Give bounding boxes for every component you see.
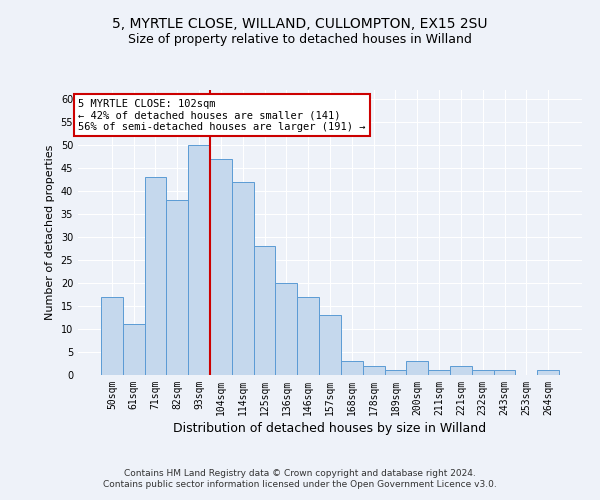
Bar <box>166 200 188 375</box>
Bar <box>210 159 232 375</box>
Bar <box>363 366 385 375</box>
Bar <box>319 315 341 375</box>
X-axis label: Distribution of detached houses by size in Willand: Distribution of detached houses by size … <box>173 422 487 435</box>
Bar <box>297 297 319 375</box>
Bar <box>406 361 428 375</box>
Bar <box>101 297 123 375</box>
Bar <box>275 283 297 375</box>
Bar <box>254 246 275 375</box>
Y-axis label: Number of detached properties: Number of detached properties <box>45 145 55 320</box>
Bar <box>494 370 515 375</box>
Bar <box>472 370 494 375</box>
Bar <box>385 370 406 375</box>
Text: Size of property relative to detached houses in Willand: Size of property relative to detached ho… <box>128 32 472 46</box>
Bar <box>428 370 450 375</box>
Bar <box>188 145 210 375</box>
Bar <box>537 370 559 375</box>
Text: Contains public sector information licensed under the Open Government Licence v3: Contains public sector information licen… <box>103 480 497 489</box>
Text: 5 MYRTLE CLOSE: 102sqm
← 42% of detached houses are smaller (141)
56% of semi-de: 5 MYRTLE CLOSE: 102sqm ← 42% of detached… <box>78 98 365 132</box>
Bar <box>145 178 166 375</box>
Text: 5, MYRTLE CLOSE, WILLAND, CULLOMPTON, EX15 2SU: 5, MYRTLE CLOSE, WILLAND, CULLOMPTON, EX… <box>112 18 488 32</box>
Bar <box>123 324 145 375</box>
Bar <box>232 182 254 375</box>
Bar <box>450 366 472 375</box>
Bar <box>341 361 363 375</box>
Text: Contains HM Land Registry data © Crown copyright and database right 2024.: Contains HM Land Registry data © Crown c… <box>124 468 476 477</box>
